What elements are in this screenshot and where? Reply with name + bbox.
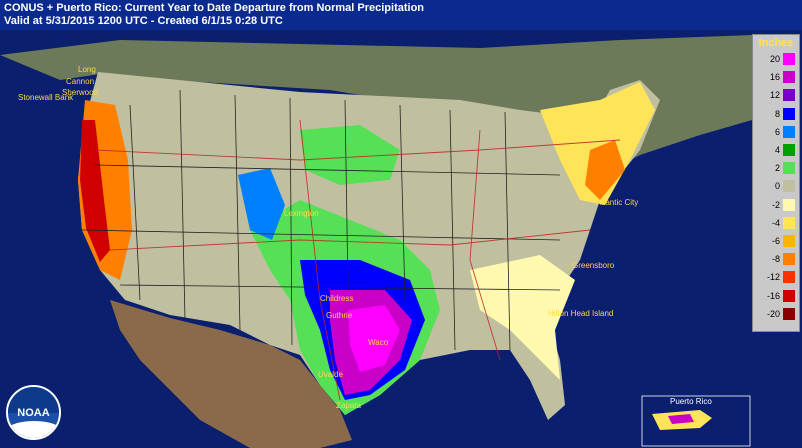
legend-swatch xyxy=(783,162,795,175)
legend-swatch xyxy=(783,180,795,193)
legend: Inches 20 16 12 8 6 4 2 0 -2 -4 -6 -8 -12 -16 -20 xyxy=(752,34,800,332)
legend-label: -6 xyxy=(771,236,780,246)
map-title: CONUS + Puerto Rico: Current Year to Dat… xyxy=(4,2,425,14)
drier-northeast xyxy=(585,140,625,200)
city-label: Greensboro xyxy=(572,261,615,270)
legend-swatch xyxy=(783,235,795,247)
precipitation-map: Puerto Rico Long Cannon SherwoodStonewall … xyxy=(0,30,752,448)
legend-label: -2 xyxy=(771,199,780,210)
wet-colorado xyxy=(238,168,285,240)
legend-swatch xyxy=(783,71,795,84)
highways xyxy=(94,119,621,401)
mexico-land xyxy=(110,300,352,448)
city-label: Waco xyxy=(368,338,389,347)
noaa-logo: NOAA xyxy=(6,385,61,440)
extreme-wet-core xyxy=(348,305,400,372)
legend-label: 6 xyxy=(774,126,780,137)
city-label: Guthrie xyxy=(326,311,353,320)
legend-swatch xyxy=(783,144,795,156)
header: CONUS + Puerto Rico: Current Year to Dat… xyxy=(0,0,802,30)
legend-swatch xyxy=(783,271,795,284)
legend-swatch xyxy=(783,198,795,211)
legend-label: 16 xyxy=(769,72,780,83)
legend-swatch xyxy=(783,289,795,302)
legend-label: 4 xyxy=(774,145,780,155)
legend-swatch xyxy=(783,253,795,266)
legend-label: -8 xyxy=(771,254,780,265)
legend-row: 16 xyxy=(755,71,797,84)
legend-row: -20 xyxy=(755,307,797,320)
legend-swatch xyxy=(783,125,795,138)
city-label: Uvalde xyxy=(318,370,343,379)
legend-row: 12 xyxy=(755,89,797,102)
legend-swatch xyxy=(783,107,795,120)
map-valid-time: Valid at 5/31/2015 1200 UTC - Created 6/… xyxy=(4,15,283,27)
legend-label: 0 xyxy=(774,181,780,192)
legend-title: Inches xyxy=(758,37,794,49)
city-label: Cannon xyxy=(66,77,94,86)
legend-row: 0 xyxy=(755,180,797,193)
legend-label: 12 xyxy=(769,90,780,101)
city-label: Long xyxy=(78,65,96,74)
legend-label: -20 xyxy=(766,308,780,319)
city-label: Sherwood xyxy=(62,88,98,97)
legend-label: 20 xyxy=(769,54,780,64)
city-label: Zapata xyxy=(336,401,361,410)
legend-row: 6 xyxy=(755,125,797,138)
legend-label: -16 xyxy=(766,290,780,301)
legend-swatch xyxy=(783,53,795,65)
noaa-logo-text: NOAA xyxy=(17,407,50,419)
legend-row: 4 xyxy=(755,144,797,156)
legend-row: -4 xyxy=(755,216,797,229)
dry-southeast xyxy=(470,255,575,380)
state-boundaries xyxy=(81,89,561,351)
city-label: Atlantic City xyxy=(596,198,638,207)
city-label: Lexington xyxy=(284,209,319,218)
legend-label: -12 xyxy=(766,272,780,283)
noaa-logo-wave xyxy=(8,421,59,438)
legend-label: 8 xyxy=(774,108,780,119)
legend-row: -16 xyxy=(755,289,797,302)
legend-row: 8 xyxy=(755,107,797,120)
city-label: Hilton Head Island xyxy=(548,309,613,318)
legend-row: -6 xyxy=(755,235,797,247)
legend-swatch xyxy=(783,307,795,320)
dry-northeast xyxy=(540,82,655,205)
puerto-rico-label: Puerto Rico xyxy=(670,397,712,406)
legend-row: -8 xyxy=(755,253,797,266)
city-label: Stonewall Bank xyxy=(18,93,74,102)
legend-row: 2 xyxy=(755,162,797,175)
legend-swatch xyxy=(783,216,795,229)
legend-row: 20 xyxy=(755,53,797,65)
legend-row: -12 xyxy=(755,271,797,284)
city-label: Childress xyxy=(320,294,353,303)
legend-label: 2 xyxy=(774,163,780,174)
legend-row: -2 xyxy=(755,198,797,211)
legend-swatch xyxy=(783,89,795,102)
legend-label: -4 xyxy=(771,217,780,228)
noaa-logo-top xyxy=(8,387,59,413)
very-dry-coast xyxy=(80,120,110,262)
puerto-rico-inset: Puerto Rico xyxy=(641,395,751,447)
